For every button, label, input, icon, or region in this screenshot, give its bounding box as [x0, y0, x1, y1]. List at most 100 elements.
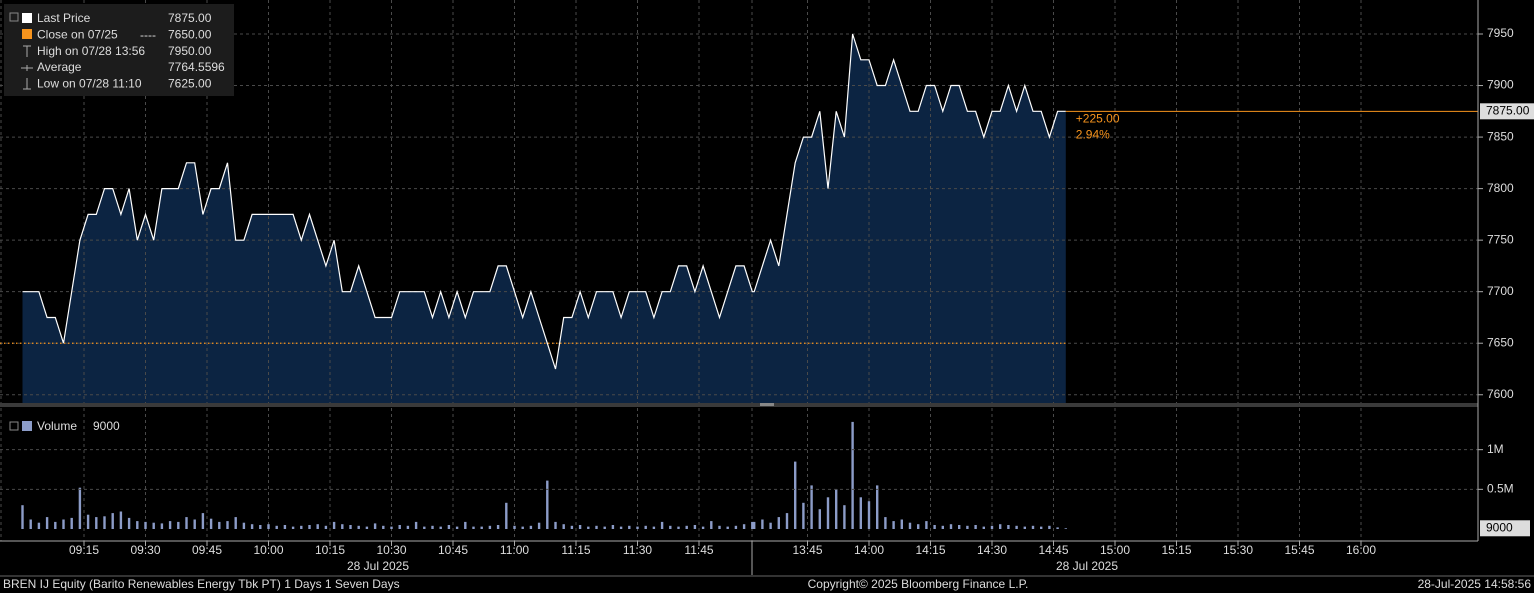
legend-label: Close on 07/25: [37, 27, 118, 41]
volume-bar: [636, 526, 639, 529]
volume-bar: [595, 525, 598, 529]
volume-bar: [925, 521, 928, 529]
last-volume-box: [1480, 520, 1530, 537]
volume-bar: [431, 525, 434, 529]
volume-bar: [603, 526, 606, 529]
volume-bar: [521, 526, 524, 529]
volume-bar: [990, 525, 994, 529]
panel-separator: [0, 403, 1478, 407]
volume-bar: [810, 485, 813, 529]
x-tick-label: 10:45: [438, 543, 468, 557]
x-tick-label: 10:00: [253, 543, 283, 557]
volume-bar: [1023, 526, 1026, 529]
volume-bar: [464, 521, 467, 529]
volume-bar: [349, 525, 352, 529]
y-tick-label: 7950: [1487, 26, 1514, 40]
y-tick-label: 7600: [1487, 387, 1514, 401]
volume-bar: [226, 521, 229, 529]
volume-bar: [941, 525, 944, 529]
last-price-box: [1480, 103, 1534, 120]
volume-bar: [406, 525, 410, 529]
volume-bar: [45, 517, 49, 529]
volume-bar: [785, 513, 789, 529]
legend-label: High on 07/28 13:56: [37, 44, 145, 58]
volume-bar: [341, 524, 344, 529]
volume-bar: [537, 522, 541, 529]
volume-bar: [144, 521, 147, 529]
volume-bar: [209, 518, 213, 529]
volume-bar: [275, 525, 278, 529]
volume-bar: [1007, 525, 1010, 529]
legend-toggle[interactable]: [9, 421, 19, 431]
legend-label: Average: [37, 60, 82, 74]
volume-bar: [21, 505, 24, 529]
volume-bar: [472, 526, 475, 529]
price-line: [22, 33, 1066, 370]
legend-swatch: [22, 13, 32, 23]
volume-bar: [283, 525, 287, 529]
volume-bar: [250, 524, 254, 529]
volume-bar: [103, 516, 106, 529]
volume-bar: [480, 526, 483, 529]
volume-bar: [802, 502, 805, 529]
volume-bar: [193, 519, 196, 529]
volume-bar: [843, 505, 846, 529]
legend-toggle[interactable]: [9, 12, 19, 22]
volume-bar: [373, 523, 377, 529]
volume-bar: [570, 525, 574, 529]
legend-value: 7950.00: [168, 44, 212, 58]
volume-bar: [447, 525, 451, 529]
volume-bar: [160, 523, 164, 529]
volume-bar: [966, 525, 969, 529]
volume-bar: [619, 526, 623, 529]
volume-bar: [152, 522, 155, 529]
volume-bar: [218, 521, 221, 529]
volume-bar: [70, 517, 73, 529]
x-tick-label: 15:30: [1223, 543, 1253, 557]
volume-bar: [136, 521, 139, 529]
volume-bar: [677, 526, 680, 529]
y-tick-label: 1M: [1487, 442, 1504, 456]
volume-bar: [587, 526, 590, 529]
volume-bar: [300, 525, 303, 529]
volume-bar: [54, 521, 57, 529]
volume-bar: [1048, 525, 1051, 529]
x-tick-label: 11:45: [684, 543, 713, 557]
volume-bar: [78, 487, 82, 529]
volume-bar: [29, 519, 32, 529]
volume-bar: [718, 525, 721, 529]
last-price-label: 7875.00: [1486, 103, 1530, 117]
volume-bar: [127, 517, 131, 529]
volume-bar: [488, 525, 492, 529]
session-label: 28 Jul 2025: [347, 559, 409, 573]
volume-bar: [900, 519, 903, 529]
volume-bar: [365, 526, 369, 529]
volume-bar: [710, 521, 713, 529]
volume-bar: [291, 526, 295, 529]
volume-bar: [742, 524, 746, 529]
volume-bar: [505, 502, 508, 529]
y-tick-label: 7900: [1487, 78, 1514, 92]
y-tick-label: 0.5M: [1487, 482, 1514, 496]
volume-bar: [316, 524, 319, 529]
volume-bar: [958, 525, 961, 529]
x-tick-label: 14:30: [977, 543, 1007, 557]
legend-value: 7764.5596: [168, 60, 225, 74]
volume-bar: [390, 526, 393, 529]
footer-right: 28-Jul-2025 14:58:56: [1418, 577, 1532, 591]
volume-bar: [933, 525, 936, 529]
volume-bar: [835, 489, 838, 529]
volume-bar: [168, 521, 172, 529]
volume-bar: [177, 521, 180, 529]
volume-bar: [546, 480, 549, 529]
volume-bar: [111, 513, 114, 529]
legend-icon: [23, 45, 31, 57]
legend-value: 7625.00: [168, 76, 212, 90]
x-tick-label: 14:15: [915, 543, 945, 557]
volume-bar: [660, 521, 664, 529]
volume-bar: [644, 525, 647, 529]
volume-bar: [701, 526, 705, 529]
legend-value: 7875.00: [168, 11, 212, 25]
volume-bar: [917, 524, 920, 529]
